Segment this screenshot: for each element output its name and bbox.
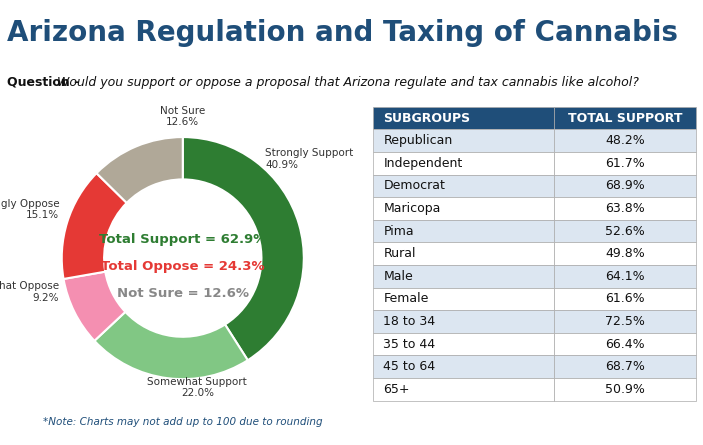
Wedge shape: [62, 173, 127, 279]
Wedge shape: [63, 271, 125, 341]
Text: Would you support or oppose a proposal that Arizona regulate and tax cannabis li: Would you support or oppose a proposal t…: [57, 76, 639, 89]
Text: Arizona Regulation and Taxing of Cannabis: Arizona Regulation and Taxing of Cannabi…: [7, 20, 678, 47]
Text: Strongly Support
40.9%: Strongly Support 40.9%: [265, 148, 354, 170]
Text: *Note: Charts may not add up to 100 due to rounding: *Note: Charts may not add up to 100 due …: [43, 417, 323, 427]
Wedge shape: [96, 137, 183, 203]
Text: Not Sure
12.6%: Not Sure 12.6%: [160, 106, 205, 127]
Wedge shape: [94, 312, 247, 379]
Text: Not Sure = 12.6%: Not Sure = 12.6%: [117, 287, 249, 299]
Text: Total Oppose = 24.3%: Total Oppose = 24.3%: [101, 260, 264, 273]
Text: Strongly Oppose
15.1%: Strongly Oppose 15.1%: [0, 199, 59, 220]
Text: Somewhat Oppose
9.2%: Somewhat Oppose 9.2%: [0, 281, 59, 303]
Wedge shape: [183, 137, 304, 360]
Text: Somewhat Support
22.0%: Somewhat Support 22.0%: [148, 377, 247, 398]
Text: Total Support = 62.9%: Total Support = 62.9%: [99, 234, 266, 247]
Text: Question -: Question -: [7, 76, 84, 89]
